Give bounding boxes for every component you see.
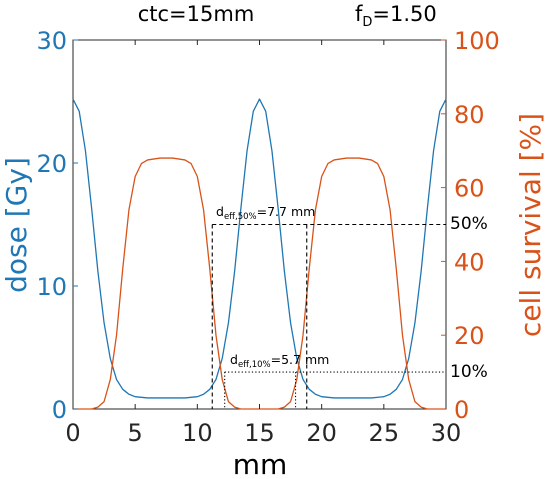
- right-y-tick-label: 20: [454, 322, 485, 350]
- d10-value: =5.7 mm: [271, 352, 330, 367]
- x-tick-label: 10: [182, 419, 213, 447]
- title-fd-sub: D: [362, 15, 372, 30]
- x-tick-label: 20: [306, 419, 337, 447]
- left-y-tick-label: 10: [36, 273, 67, 301]
- x-tick-label: 15: [244, 419, 275, 447]
- d50-sub: eff,50%: [224, 212, 257, 222]
- title-fd-value: =1.50: [372, 2, 436, 26]
- x-axis-label: mm: [233, 448, 288, 479]
- d10-annotation: deff,10%=5.7 mm: [230, 352, 329, 370]
- x-tick-label: 5: [128, 419, 143, 447]
- title-fd-main: f: [355, 2, 363, 26]
- d50-annotation: deff,50%=7.7 mm: [216, 204, 315, 222]
- label-50-percent: 50%: [450, 214, 488, 234]
- reference-lines: [211, 223, 446, 409]
- title-ctc: ctc=15mm: [138, 2, 255, 26]
- right-y-tick-label: 40: [454, 248, 485, 276]
- label-10-percent: 10%: [450, 362, 488, 382]
- curves: [72, 98, 447, 410]
- dose-curve: [72, 98, 447, 399]
- left-y-tick-label: 0: [52, 396, 67, 424]
- left-y-axis-label: dose [Gy]: [0, 157, 33, 293]
- d10-main: d: [230, 352, 238, 367]
- left-y-tick-label: 30: [36, 27, 67, 55]
- right-y-tick-label: 80: [454, 101, 485, 129]
- right-y-tick-label: 0: [454, 396, 469, 424]
- d10-sub: eff,10%: [238, 360, 271, 370]
- right-y-tick-label: 100: [454, 27, 500, 55]
- left-y-tick-label: 20: [36, 150, 67, 178]
- x-tick-label: 30: [431, 419, 462, 447]
- cell-survival-curve: [73, 157, 446, 410]
- d50-main: d: [216, 204, 224, 219]
- x-tick-label: 25: [369, 419, 400, 447]
- right-y-axis-label: cell survival [%]: [514, 113, 547, 337]
- title-fd: fD=1.50: [355, 2, 437, 30]
- x-tick-label: 0: [65, 419, 80, 447]
- right-y-tick-label: 60: [454, 175, 485, 203]
- d50-value: =7.7 mm: [257, 204, 316, 219]
